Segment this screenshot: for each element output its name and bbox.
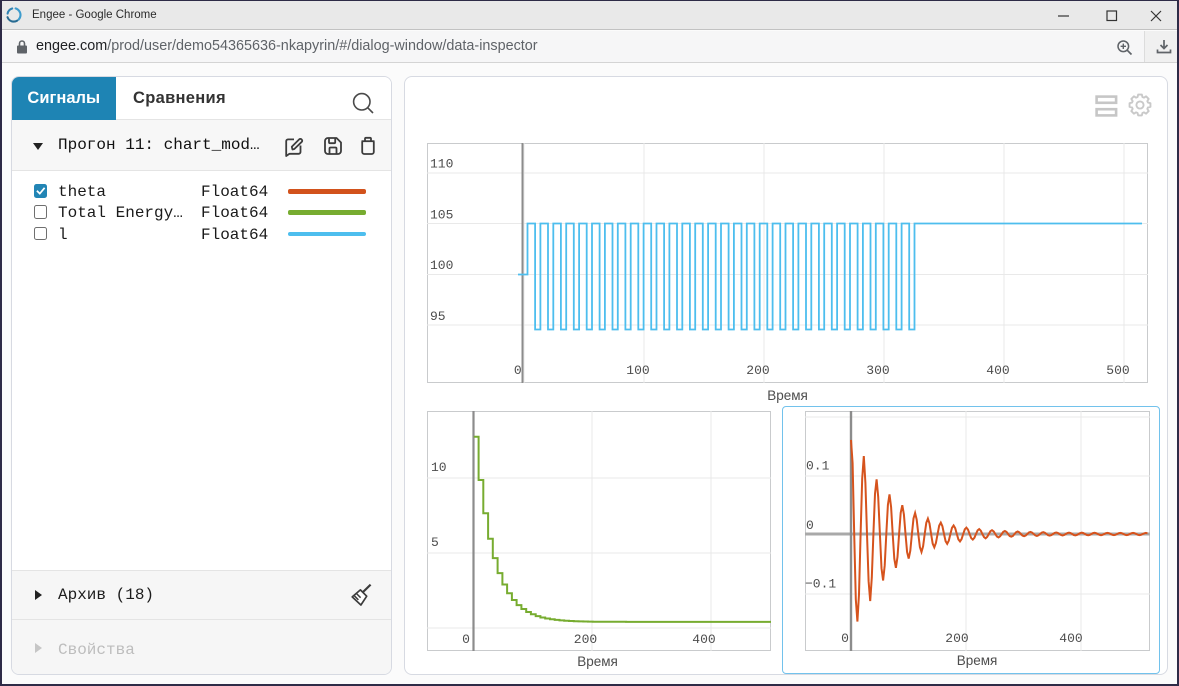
svg-text:100: 100 <box>430 258 453 273</box>
svg-text:0: 0 <box>841 631 849 646</box>
svg-text:400: 400 <box>692 632 715 647</box>
svg-text:400: 400 <box>986 363 1009 378</box>
svg-text:300: 300 <box>866 363 889 378</box>
svg-text:500: 500 <box>1106 363 1129 378</box>
svg-text:10: 10 <box>431 460 447 475</box>
svg-text:0: 0 <box>514 363 522 378</box>
svg-text:200: 200 <box>945 631 968 646</box>
svg-text:0: 0 <box>462 632 470 647</box>
svg-text:5: 5 <box>431 535 439 550</box>
svg-text:−0.1: −0.1 <box>805 577 836 592</box>
svg-text:100: 100 <box>626 363 649 378</box>
svg-text:400: 400 <box>1059 631 1082 646</box>
svg-text:200: 200 <box>746 363 769 378</box>
svg-text:95: 95 <box>430 309 446 324</box>
svg-text:0: 0 <box>806 518 814 533</box>
svg-text:105: 105 <box>430 208 453 223</box>
svg-text:200: 200 <box>574 632 597 647</box>
svg-text:0.1: 0.1 <box>806 459 830 474</box>
svg-text:110: 110 <box>430 157 453 172</box>
